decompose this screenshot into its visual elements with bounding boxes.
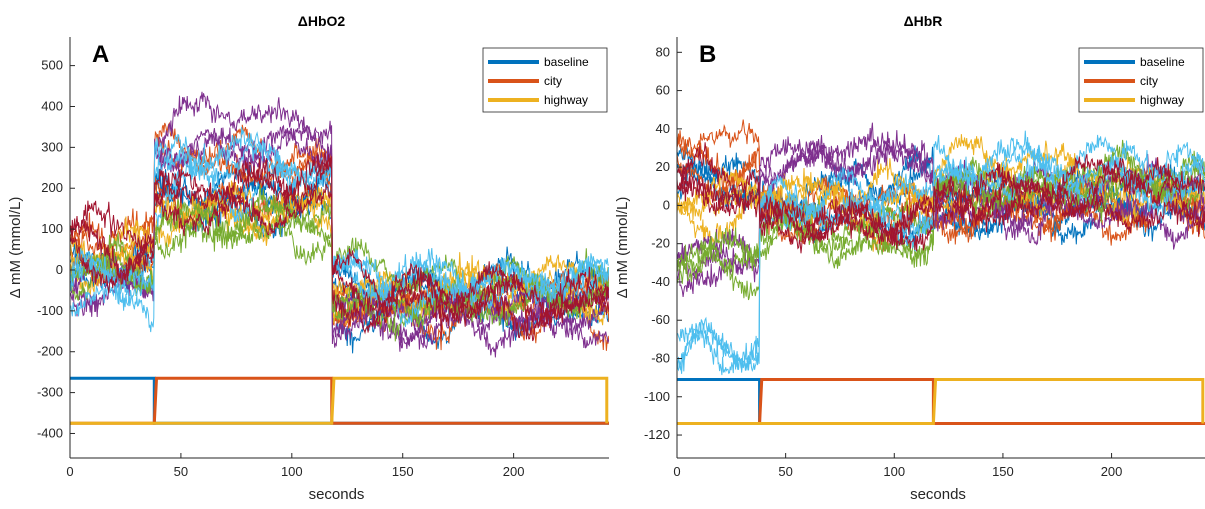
highway-marker-line [70,376,609,425]
chart-title: ΔHbO2 [298,13,346,29]
y-axis-label: Δ mM (mmol/L) [7,197,24,299]
channel-trace [70,202,609,328]
channel-trace [70,154,609,351]
baseline-marker-line [677,378,1205,426]
x-tick-label: 100 [281,464,303,479]
city-marker-line [70,376,609,425]
channel-trace [677,130,1205,376]
y-tick-label: 100 [41,221,63,236]
x-tick-label: 100 [883,464,905,479]
channel-trace [70,154,609,327]
x-tick-label: 50 [174,464,188,479]
plot-area [677,119,1205,426]
y-tick-label: -100 [37,303,63,318]
x-tick-label: 150 [392,464,414,479]
channel-trace [70,124,609,358]
channel-trace [677,167,1205,244]
panel-label: B [699,41,716,68]
legend-label-city: city [1140,74,1158,88]
channel-trace [677,150,1205,277]
y-tick-label: 0 [663,197,670,212]
baseline-marker-line [70,376,609,425]
chart-title: ΔHbR [904,13,943,29]
y-tick-label: 300 [41,139,63,154]
panel-label: A [92,41,109,68]
channel-trace [70,184,609,342]
y-tick-label: -60 [651,312,670,327]
y-tick-label: 200 [41,180,63,195]
x-tick-label: 0 [673,464,680,479]
y-tick-label: -40 [651,274,670,289]
y-axis-label: Δ mM (mmol/L) [614,197,631,299]
channel-trace [677,142,1205,252]
y-tick-label: -200 [37,344,63,359]
channel-trace [70,126,609,309]
y-tick-label: 0 [56,262,63,277]
y-tick-label: 500 [41,58,63,73]
y-tick-label: -400 [37,425,63,440]
highway-marker-line [677,378,1205,426]
plot-area [70,91,609,425]
legend-label-baseline: baseline [1140,55,1185,69]
chart-panel-b: 0 50 100 150 200 -120 -100 -80 -60 -40 -20 0 20 40 60 8… [614,13,1205,503]
legend-label-baseline: baseline [544,55,589,69]
y-tick-label: 40 [656,121,670,136]
city-marker-line [677,378,1205,426]
x-tick-label: 200 [1101,464,1123,479]
y-tick-label: 80 [656,44,670,59]
legend-label-highway: highway [544,93,588,107]
y-tick-label: 20 [656,159,670,174]
x-tick-label: 50 [778,464,792,479]
y-tick-label: -300 [37,385,63,400]
chart-panel-a: 0 50 100 150 200 -400 -300 -200 -100 0 100 200 300 40… [7,13,609,503]
channel-trace [70,152,609,329]
x-axis-label: seconds [309,486,365,503]
y-tick-label: 60 [656,83,670,98]
legend-label-highway: highway [1140,93,1184,107]
x-axis-label: seconds [910,486,966,503]
y-tick-label: -120 [644,427,670,442]
x-tick-label: 150 [992,464,1014,479]
y-tick-label: -80 [651,350,670,365]
y-tick-label: 400 [41,98,63,113]
x-tick-label: 0 [66,464,73,479]
y-tick-label: -100 [644,389,670,404]
y-tick-label: -20 [651,236,670,251]
channel-trace [677,154,1205,254]
x-tick-label: 200 [503,464,525,479]
channel-trace [70,185,609,342]
legend-label-city: city [544,74,562,88]
